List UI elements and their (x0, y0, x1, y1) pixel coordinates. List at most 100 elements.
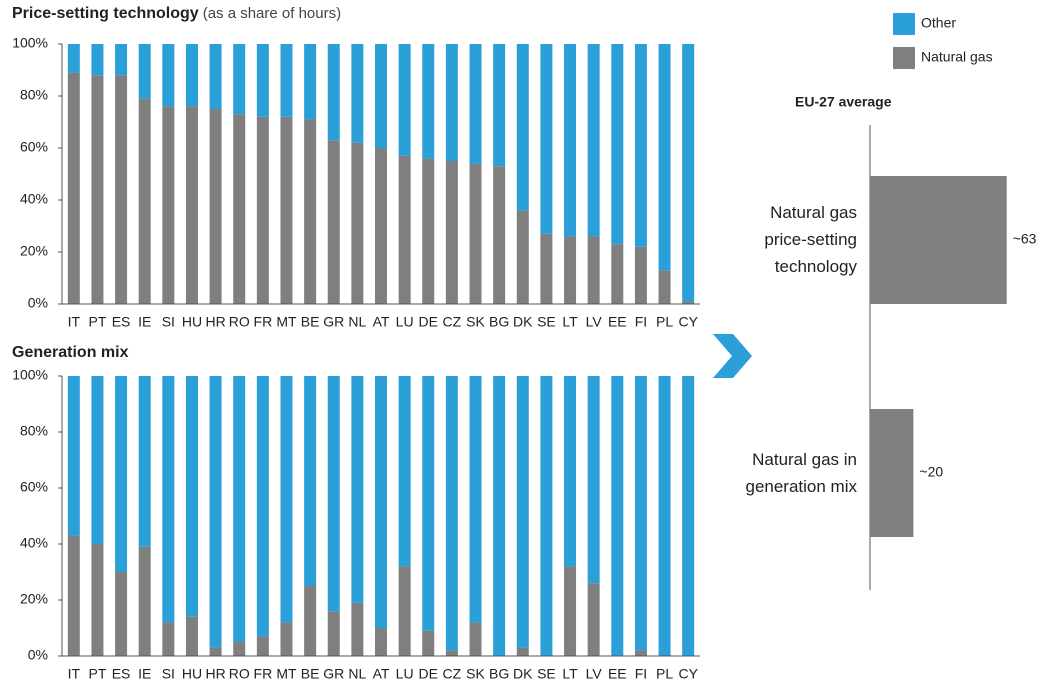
arrow (713, 334, 752, 378)
bar-segment (398, 376, 411, 567)
bar-segment (564, 44, 577, 237)
y-tick-label: 100% (12, 35, 48, 51)
bar-segment (375, 148, 387, 304)
bar-segment (445, 44, 458, 161)
chart-title: Generation mix (12, 344, 129, 361)
bar-segment (67, 72, 80, 304)
bar-segment (516, 210, 529, 304)
x-tick-label: LU (396, 314, 414, 330)
x-tick-label: SK (466, 314, 485, 330)
bar-segment (398, 44, 411, 156)
bar-segment (233, 376, 246, 642)
x-tick-label: LT (562, 314, 578, 330)
legend-label: Natural gas (921, 49, 993, 65)
bar-segment (185, 44, 198, 107)
bar-segment (256, 44, 269, 117)
y-tick-label: 40% (20, 535, 48, 551)
x-tick-label: BE (301, 666, 320, 682)
bar-segment (469, 622, 482, 656)
bar (870, 409, 914, 537)
bar-segment (256, 116, 269, 304)
bar-segment (91, 544, 104, 656)
x-tick-label: BE (301, 314, 320, 330)
x-tick-label: AT (373, 666, 390, 682)
x-tick-label: CY (678, 666, 698, 682)
bar-segment (138, 44, 151, 99)
value-label: ~63 (1013, 231, 1037, 247)
bar-segment (91, 376, 104, 544)
x-tick-label: MT (276, 314, 297, 330)
bar-segment (587, 236, 600, 304)
bar-segment (115, 572, 128, 656)
value-label: ~20 (919, 464, 943, 480)
bar-segment (280, 622, 293, 656)
x-tick-label: FI (635, 314, 647, 330)
bar-segment (209, 376, 222, 648)
bar-segment (469, 44, 482, 164)
title-main: Price-setting technology (12, 5, 199, 22)
chart-title: EU-27 average (795, 94, 892, 110)
bar-segment (398, 155, 411, 304)
x-tick-label: IT (68, 314, 81, 330)
x-tick-label: GR (323, 666, 344, 682)
bar-segment (634, 376, 647, 651)
x-tick-label: DK (513, 314, 533, 330)
x-tick-label: DK (513, 666, 533, 682)
subtitle: (as a share of hours) (203, 5, 341, 22)
bar-segment (375, 44, 387, 148)
category-label: Natural gas price-setting technology (764, 203, 857, 277)
x-tick-label: DE (419, 314, 438, 330)
x-tick-label: LV (586, 314, 603, 330)
x-tick-label: HR (205, 666, 225, 682)
bar-segment (469, 163, 482, 304)
x-tick-label: HR (205, 314, 225, 330)
bar-segment (445, 161, 458, 304)
bar-segment (611, 44, 624, 245)
bar-segment (162, 376, 175, 623)
bar-segment (91, 75, 104, 304)
bar-segment (351, 602, 364, 656)
bar-segment (209, 647, 222, 656)
bar-segment (162, 622, 175, 656)
x-tick-label: LU (396, 666, 414, 682)
bar-segment (67, 376, 80, 536)
x-tick-label: IE (138, 314, 151, 330)
bar-segment (634, 44, 647, 247)
bar-segment (327, 44, 340, 141)
bar-segment (67, 44, 80, 73)
bar-segment (682, 301, 695, 304)
bar-segment (233, 44, 246, 115)
bar-segment (634, 650, 647, 656)
bar-segment (162, 106, 175, 305)
x-tick-label: SI (162, 314, 175, 330)
bar-segment (587, 583, 600, 656)
bar-segment (540, 233, 553, 304)
x-tick-label: BG (489, 314, 509, 330)
x-tick-label: CZ (443, 666, 462, 682)
bar-segment (682, 44, 695, 302)
title-main: Generation mix (12, 344, 129, 361)
bar-segment (611, 244, 624, 304)
x-tick-label: BG (489, 666, 509, 682)
y-tick-label: 20% (20, 243, 48, 259)
bar-segment (422, 376, 435, 631)
x-tick-label: EE (608, 666, 627, 682)
bar-segment (375, 628, 387, 656)
bar-segment (564, 236, 577, 304)
x-tick-label: IT (68, 666, 81, 682)
bar-segment (634, 246, 647, 304)
bar-segment (138, 546, 151, 656)
bar-segment (280, 116, 293, 304)
x-tick-label: SE (537, 314, 556, 330)
x-tick-label: CY (678, 314, 698, 330)
bar-segment (540, 376, 553, 656)
bar-segment (422, 44, 435, 159)
bar-segment (256, 376, 269, 637)
y-tick-label: 40% (20, 191, 48, 207)
bar-segment (445, 650, 458, 656)
x-tick-label: IE (138, 666, 151, 682)
bar-segment (185, 616, 198, 656)
chart-title: Price-setting technology (as a share of h… (12, 5, 341, 22)
y-tick-label: 80% (20, 423, 48, 439)
bar-segment (162, 44, 175, 107)
